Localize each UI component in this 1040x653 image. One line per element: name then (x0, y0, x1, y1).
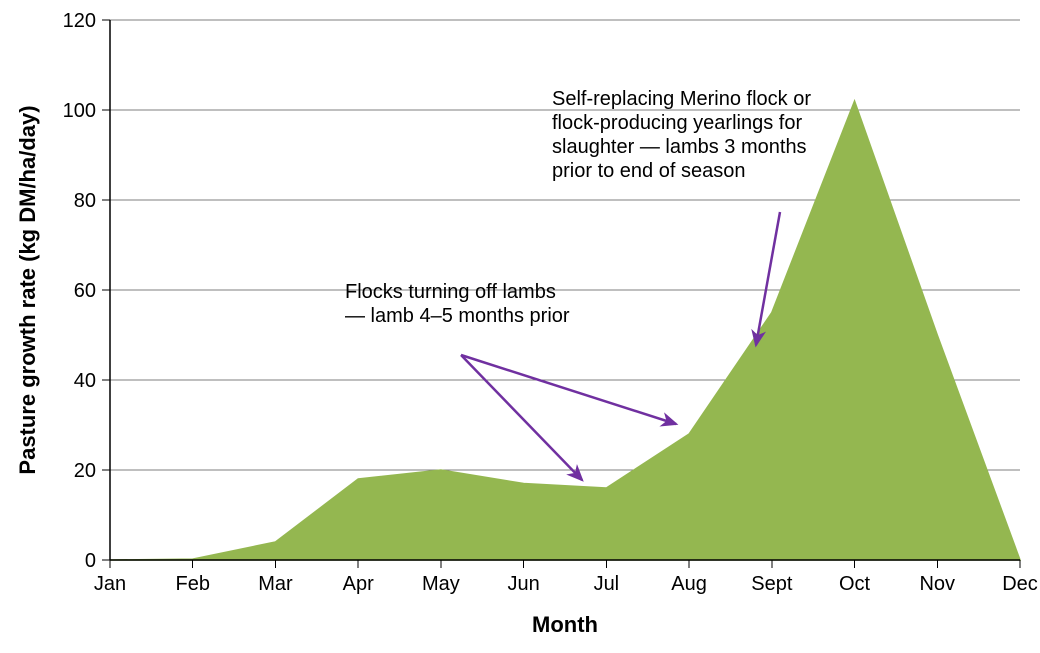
x-tick-label: Sept (751, 573, 793, 595)
x-axis-title: Month (532, 612, 598, 637)
annot-flocks-turning-off: — lamb 4–5 months prior (345, 305, 570, 327)
pasture-growth-chart: 0 20 40 60 80 100 120 Jan Feb Mar Apr May Jun Jul Aug S… (0, 0, 1040, 653)
annot-self-replacing: prior to end of season (552, 160, 745, 182)
annot-self-replacing: slaughter — lambs 3 months (552, 136, 807, 158)
annot-flocks-turning-off: Flocks turning off lambs (345, 281, 556, 303)
annot-self-replacing: Self-replacing Merino flock or (552, 88, 811, 110)
x-tick-label: Oct (839, 573, 871, 595)
y-tick-label: 100 (63, 100, 96, 122)
x-tick-label: Jun (508, 573, 540, 595)
y-tick-label: 0 (85, 550, 96, 572)
x-tick-label: Jul (594, 573, 620, 595)
annot-self-replacing: flock-producing yearlings for (552, 112, 802, 134)
y-tick-label: 120 (63, 10, 96, 32)
y-tick-label: 60 (74, 280, 96, 302)
x-tick-label: Aug (671, 573, 707, 595)
y-tick-label: 40 (74, 370, 96, 392)
chart-svg: 0 20 40 60 80 100 120 Jan Feb Mar Apr May Jun Jul Aug S… (0, 0, 1040, 653)
y-tick-label: 20 (74, 460, 96, 482)
y-tick-label: 80 (74, 190, 96, 212)
x-tick-label: Nov (919, 573, 955, 595)
y-axis-title: Pasture growth rate (kg DM/ha/day) (15, 105, 40, 474)
x-tick-label: Jan (94, 573, 126, 595)
x-tick-label: Apr (343, 573, 374, 595)
x-tick-label: Dec (1002, 573, 1038, 595)
x-tick-label: Mar (258, 573, 293, 595)
x-tick-label: May (422, 573, 460, 595)
x-tick-label: Feb (175, 573, 209, 595)
